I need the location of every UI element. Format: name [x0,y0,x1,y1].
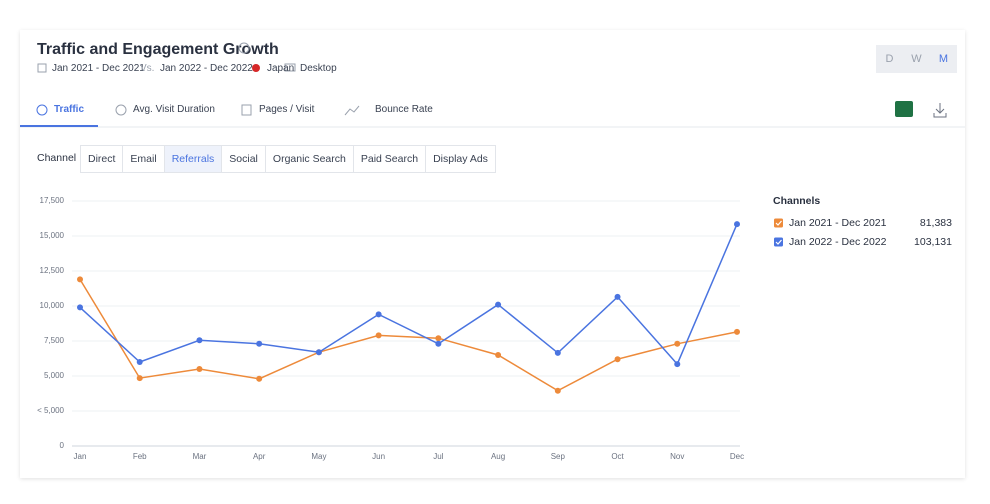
legend-label: Jan 2021 - Dec 2021 [789,217,887,229]
desktop-icon [284,63,296,72]
data-point [136,359,143,365]
data-point [614,293,621,300]
x-tick-label: Jul [433,452,443,461]
data-point [495,352,502,358]
legend-title: Channels [773,195,821,207]
download-icon[interactable] [933,103,947,118]
data-point [554,387,561,394]
device: Desktop [300,63,337,74]
channel-tab[interactable]: Direct [81,146,124,172]
metric-tab[interactable]: Bounce Rate [375,104,433,115]
channel-tab[interactable]: Social [222,146,266,172]
channel-tab[interactable]: Organic Search [266,146,354,172]
vs-label: Vs. [140,63,155,74]
x-tick-label: Oct [611,452,624,461]
x-tick-label: May [311,452,326,461]
x-tick-label: Feb [133,452,147,461]
country: Japan [267,63,295,74]
x-tick-label: Nov [670,452,684,461]
data-point [435,335,442,342]
legend-checkbox [774,218,783,228]
granularity-button[interactable]: D [885,53,894,65]
granularity-button[interactable]: W [911,53,922,65]
y-tick-label: 5,000 [44,371,65,380]
granularity-button[interactable]: M [938,53,949,65]
y-tick-label: 17,500 [40,196,65,205]
tab-icon [241,104,252,116]
data-point [435,340,442,347]
series-line [79,279,738,392]
x-tick-label: Jun [372,452,385,461]
data-point [375,311,382,318]
data-point [196,337,203,344]
data-point [77,276,83,283]
tab-icon [115,104,127,116]
x-tick-label: Jan [74,452,87,461]
calendar-icon [37,63,47,73]
data-point [136,375,143,382]
data-point [614,356,621,363]
tab-icon [36,104,48,116]
channel-tab[interactable]: Display Ads [433,153,488,165]
data-point [554,349,561,356]
data-point [674,340,681,347]
data-point [734,328,740,335]
y-tick-label: 12,500 [40,266,65,275]
period: Jan 2021 - Dec 2021 [52,63,145,74]
compare-period: Jan 2022 - Dec 2022 [160,63,253,74]
y-tick-label: 0 [60,441,65,450]
legend-total: 81,383 [920,217,952,229]
title: Traffic and Engagement Growth [37,41,279,58]
legend-label: Jan 2022 - Dec 2022 [789,236,887,248]
data-point [256,340,263,347]
tab-icon [344,105,360,116]
data-point [375,332,382,339]
data-point [495,301,502,308]
y-tick-label: 10,000 [40,301,65,310]
channel-tabs: Direct Email Referrals Social Organic Se… [80,145,496,173]
data-point [77,304,83,311]
y-tick-label: < 5,000 [37,406,64,415]
channel-tab[interactable]: Referrals [164,146,223,172]
data-point [256,375,263,382]
granularity: D W M [876,45,957,73]
x-tick-label: Dec [730,452,744,461]
y-tick-label: 7,500 [44,336,65,345]
x-tick-label: Mar [193,452,207,461]
card [20,30,965,478]
channel-tab[interactable]: Email [123,146,165,172]
channel-label: Channel [37,152,77,164]
legend-check [775,220,782,226]
metric-tab[interactable]: Avg. Visit Duration [133,104,215,115]
data-point [196,366,203,372]
x-tick-label: Aug [491,452,505,461]
legend-check [775,239,782,245]
flag-icon [252,64,260,72]
x-tick-label: Apr [253,452,266,461]
legend-total: 103,131 [914,236,952,248]
metric-tab[interactable]: Traffic [54,104,85,115]
x-tick-label: Sep [551,452,566,461]
data-point [734,221,740,228]
info-icon[interactable] [238,42,250,54]
channel-tab[interactable]: Paid Search [354,146,427,172]
data-point [674,361,681,368]
excel-icon[interactable] [895,101,913,117]
legend-checkbox [774,237,783,247]
metric-tab[interactable]: Pages / Visit [259,104,315,115]
data-point [315,349,322,356]
series-line [79,223,738,366]
y-tick-label: 15,000 [40,231,65,240]
